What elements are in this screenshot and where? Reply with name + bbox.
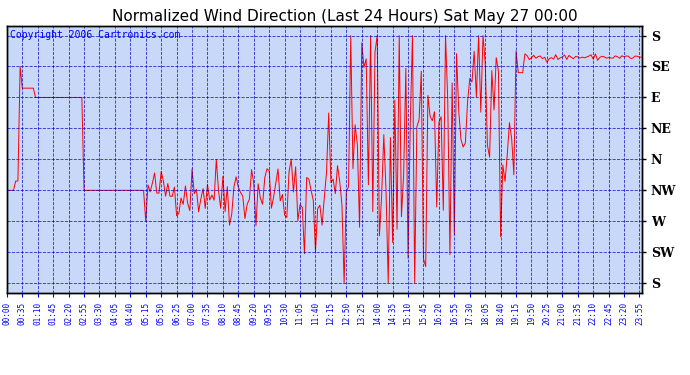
Text: Normalized Wind Direction (Last 24 Hours) Sat May 27 00:00: Normalized Wind Direction (Last 24 Hours… [112, 9, 578, 24]
Text: Copyright 2006 Cartronics.com: Copyright 2006 Cartronics.com [10, 30, 181, 40]
